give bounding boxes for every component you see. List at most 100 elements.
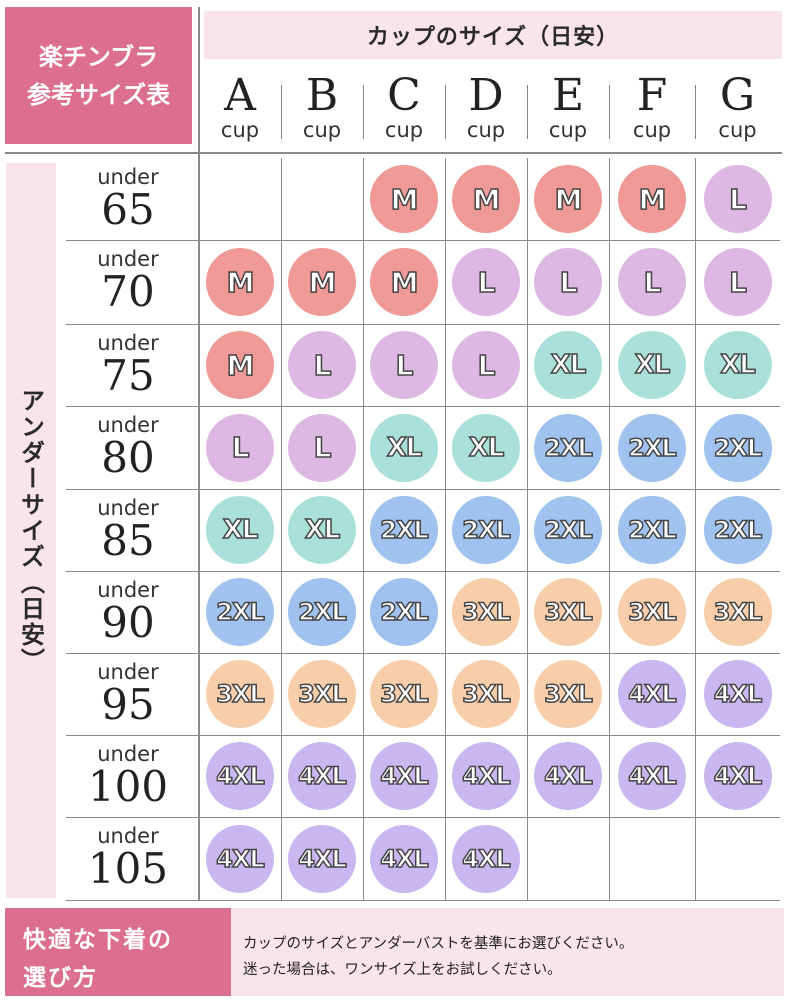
size-cell-m: M bbox=[206, 331, 274, 399]
grid-line bbox=[609, 85, 610, 139]
grid-line bbox=[66, 735, 780, 736]
under-row-label-80: under 80 bbox=[66, 414, 190, 480]
size-cell-3xl: 3XL bbox=[370, 660, 438, 728]
grid-line bbox=[695, 158, 696, 900]
cup-suffix: cup bbox=[548, 118, 588, 142]
grid-line bbox=[527, 158, 528, 900]
cup-suffix: cup bbox=[302, 118, 342, 142]
under-value: 70 bbox=[101, 267, 155, 316]
size-cell-4xl: 4XL bbox=[703, 742, 772, 810]
size-cell-4xl: 4XL bbox=[534, 742, 602, 810]
size-cell-4xl: 4XL bbox=[618, 742, 686, 810]
under-prefix: under bbox=[97, 165, 159, 189]
title-line-2: 参考サイズ表 bbox=[26, 79, 171, 109]
size-cell-xl: XL bbox=[618, 331, 686, 399]
grid-line bbox=[445, 85, 446, 139]
size-cell-3xl: 3XL bbox=[452, 660, 520, 728]
grid-line bbox=[66, 817, 780, 818]
size-cell-2xl: 2XL bbox=[618, 496, 686, 564]
under-value: 90 bbox=[101, 598, 155, 647]
under-row-label-95: under 95 bbox=[66, 661, 190, 727]
under-row-label-85: under 85 bbox=[66, 497, 190, 563]
guide-note-line-1: カップのサイズとアンダーバストを基準にお選びください。 bbox=[243, 936, 634, 952]
cup-letter: G bbox=[719, 70, 756, 121]
size-cell-3xl: 3XL bbox=[452, 578, 520, 646]
cup-letter: E bbox=[551, 70, 585, 121]
size-cell-4xl: 4XL bbox=[288, 824, 356, 893]
size-cell-4xl: 4XL bbox=[452, 824, 520, 893]
size-cell-xl: XL bbox=[534, 331, 602, 399]
cup-size-header: カップのサイズ（日安） bbox=[204, 11, 782, 59]
size-cell-m: M bbox=[370, 248, 438, 316]
under-prefix: under bbox=[97, 496, 159, 520]
cup-suffix: cup bbox=[384, 118, 424, 142]
under-value: 100 bbox=[87, 762, 169, 811]
grid-line bbox=[363, 158, 364, 900]
size-cell-4xl: 4XL bbox=[618, 660, 686, 728]
grid-line bbox=[66, 240, 780, 241]
grid-line bbox=[609, 158, 610, 900]
grid-line bbox=[66, 324, 780, 325]
cup-suffix: cup bbox=[466, 118, 506, 142]
size-cell-4xl: 4XL bbox=[206, 824, 274, 893]
under-row-label-75: under 75 bbox=[66, 332, 190, 398]
size-cell-xl: XL bbox=[703, 331, 772, 399]
size-cell-l: L bbox=[534, 248, 602, 316]
under-size-header: アンダーサイズ（日安） bbox=[6, 163, 56, 898]
size-cell-l: L bbox=[452, 248, 520, 316]
size-chart-title: 楽チンブラ 参考サイズ表 bbox=[5, 7, 192, 144]
size-cell-2xl: 2XL bbox=[288, 578, 356, 646]
grid-line bbox=[445, 158, 446, 900]
size-cell-xl: XL bbox=[288, 496, 356, 564]
cup-suffix: cup bbox=[632, 118, 672, 142]
under-prefix: under bbox=[97, 331, 159, 355]
guide-heading-line-1: 快適な下着の bbox=[23, 927, 173, 953]
size-cell-l: L bbox=[370, 331, 438, 399]
size-cell-3xl: 3XL bbox=[534, 578, 602, 646]
size-cell-2xl: 2XL bbox=[703, 413, 772, 482]
size-cell-xl: XL bbox=[452, 413, 520, 482]
under-prefix: under bbox=[97, 660, 159, 684]
size-cell-4xl: 4XL bbox=[288, 742, 356, 810]
cup-letter: B bbox=[305, 70, 339, 121]
guide-heading-line-2: 選び方 bbox=[23, 965, 98, 991]
size-cell-4xl: 4XL bbox=[703, 660, 772, 728]
size-cell-xl: XL bbox=[370, 413, 438, 482]
under-row-label-100: under 100 bbox=[66, 743, 190, 809]
under-prefix: under bbox=[97, 247, 159, 271]
grid-line bbox=[66, 406, 780, 407]
under-row-label-105: under 105 bbox=[66, 825, 190, 891]
selection-guide-note: カップのサイズとアンダーバストを基準にお選びください。 迷った場合は、ワンサイズ… bbox=[231, 908, 784, 996]
under-row-label-65: under 65 bbox=[66, 166, 190, 232]
under-value: 85 bbox=[101, 516, 155, 565]
size-cell-2xl: 2XL bbox=[370, 578, 438, 646]
size-cell-3xl: 3XL bbox=[288, 660, 356, 728]
under-prefix: under bbox=[97, 413, 159, 437]
cup-letter: C bbox=[387, 70, 421, 121]
size-cell-xl: XL bbox=[206, 496, 274, 564]
size-cell-2xl: 2XL bbox=[534, 413, 602, 482]
grid-line bbox=[5, 152, 782, 154]
title-line-1: 楽チンブラ bbox=[38, 41, 159, 71]
size-cell-2xl: 2XL bbox=[618, 413, 686, 482]
under-prefix: under bbox=[97, 578, 159, 602]
size-cell-4xl: 4XL bbox=[452, 742, 520, 810]
size-cell-l: L bbox=[288, 331, 356, 399]
under-size-header-label: アンダーサイズ（日安） bbox=[16, 387, 46, 674]
size-cell-3xl: 3XL bbox=[618, 578, 686, 646]
under-row-label-70: under 70 bbox=[66, 248, 190, 314]
selection-guide-heading: 快適な下着の 選び方 bbox=[5, 908, 231, 996]
grid-line bbox=[66, 900, 780, 901]
under-row-label-90: under 90 bbox=[66, 579, 190, 645]
under-prefix: under bbox=[97, 742, 159, 766]
size-cell-l: L bbox=[288, 413, 356, 482]
under-value: 65 bbox=[101, 185, 155, 234]
size-cell-3xl: 3XL bbox=[534, 660, 602, 728]
